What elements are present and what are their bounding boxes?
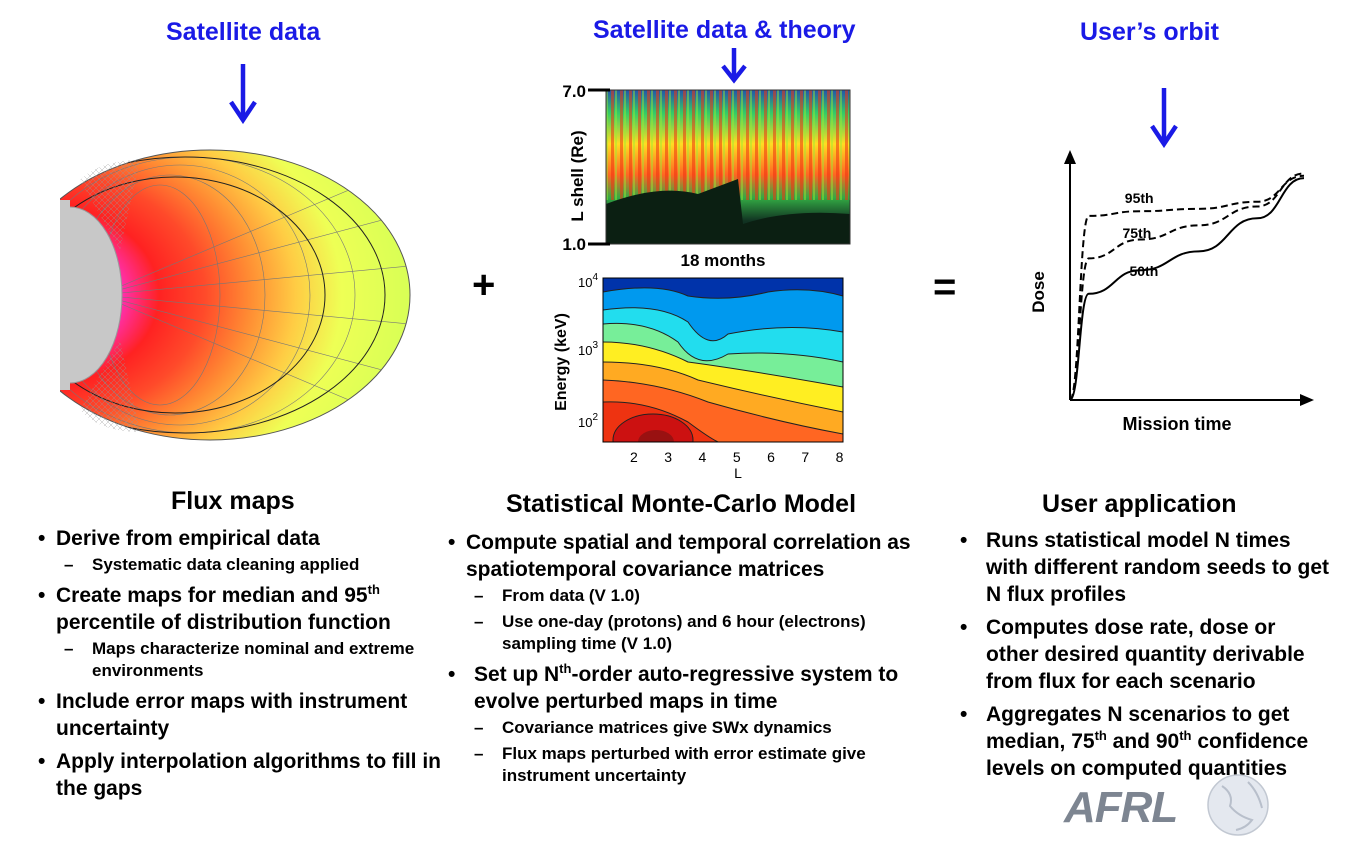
energy-ylabel: Energy (keV): [553, 313, 570, 411]
bullet-autoregressive: Set up Nth-order auto-regressive system …: [446, 661, 926, 787]
dose-chart-ylabel: Dose: [1029, 271, 1048, 313]
bullet-derive: Derive from empirical data Systematic da…: [36, 525, 456, 576]
lshell-ytick-top: 7.0: [562, 84, 586, 101]
monte-carlo-bullets: Compute spatial and temporal correlation…: [446, 529, 926, 793]
user-application-bullets: Runs statistical model N times with diff…: [958, 527, 1330, 788]
flux-map-image: [60, 149, 411, 441]
bullet-computes-dose: Computes dose rate, dose or other desire…: [958, 614, 1330, 695]
bullet-interpolation: Apply interpolation algorithms to fill i…: [36, 748, 456, 802]
sub-bullet-maps-characterize: Maps characterize nominal and extreme en…: [56, 638, 456, 682]
title-user-application: User application: [1042, 490, 1237, 518]
lshell-ylabel: L shell (Re): [568, 130, 587, 221]
down-arrow-icon-right: [1150, 88, 1178, 148]
sub-bullet-from-data: From data (V 1.0): [466, 585, 926, 607]
energy-xtick-4: 4: [699, 449, 707, 465]
plus-operator: +: [472, 263, 496, 307]
energy-ytick-10-3: 103: [578, 340, 598, 358]
header-users-orbit: User’s orbit: [1080, 18, 1219, 46]
energy-xtick-7: 7: [801, 449, 809, 465]
afrl-logo-text: AFRL: [1063, 783, 1177, 832]
dose-series-label-75th: 75th: [1122, 225, 1151, 241]
bullet-error-maps: Include error maps with instrument uncer…: [36, 688, 456, 742]
sub-bullet-flux-perturbed: Flux maps perturbed with error estimate …: [466, 743, 926, 787]
energy-xtick-8: 8: [836, 449, 844, 465]
dose-chart-xlabel: Mission time: [1122, 414, 1231, 434]
energy-xlabel: L: [734, 465, 742, 481]
dose-series-label-95th: 95th: [1125, 190, 1154, 206]
energy-xtick-2: 2: [630, 449, 638, 465]
energy-xtick-5: 5: [733, 449, 741, 465]
header-satellite-data: Satellite data: [166, 18, 321, 46]
title-flux-maps: Flux maps: [171, 487, 295, 515]
bullet-runs-model: Runs statistical model N times with diff…: [958, 527, 1330, 608]
energy-ytick-10-2: 102: [578, 412, 598, 430]
energy-plot: 2 3 4 5 6 7 8 104 103 102 L Energy (keV): [553, 272, 844, 481]
dose-series-label-50th: 50th: [1129, 263, 1158, 279]
energy-xtick-6: 6: [767, 449, 775, 465]
afrl-logo-globe-icon: AFRL: [1063, 774, 1269, 836]
dose-series-95th: [1069, 174, 1305, 401]
sub-bullet-covariance: Covariance matrices give SWx dynamics: [466, 717, 926, 739]
dose-series-50th: [1069, 177, 1305, 401]
afrl-logo: AFRL: [1062, 772, 1282, 838]
bullet-aggregates: Aggregates N scenarios to get median, 75…: [958, 701, 1330, 782]
sub-bullet-cleaning: Systematic data cleaning applied: [56, 554, 456, 576]
flux-maps-bullets: Derive from empirical data Systematic da…: [36, 525, 456, 808]
header-satellite-data-theory: Satellite data & theory: [593, 16, 856, 44]
bullet-create-maps: Create maps for median and 95th percenti…: [36, 582, 456, 682]
sub-bullet-sampling-time: Use one-day (protons) and 6 hour (electr…: [466, 611, 926, 655]
lshell-xlabel: 18 months: [680, 251, 765, 270]
dose-chart: 95th 75th 50th Dose Mission time: [1029, 150, 1314, 434]
energy-ytick-10-4: 104: [578, 272, 598, 290]
dose-series-75th: [1069, 172, 1305, 401]
lshell-plot: 7.0 1.0 L shell (Re) 18 months: [562, 84, 851, 270]
title-monte-carlo-model: Statistical Monte-Carlo Model: [506, 490, 857, 518]
lshell-ytick-bottom: 1.0: [562, 235, 586, 254]
down-arrow-icon-left: [229, 64, 257, 124]
bullet-compute-correlation: Compute spatial and temporal correlation…: [446, 529, 926, 655]
energy-xtick-3: 3: [664, 449, 672, 465]
equals-operator: =: [933, 265, 957, 309]
down-arrow-icon-middle: [721, 48, 747, 84]
